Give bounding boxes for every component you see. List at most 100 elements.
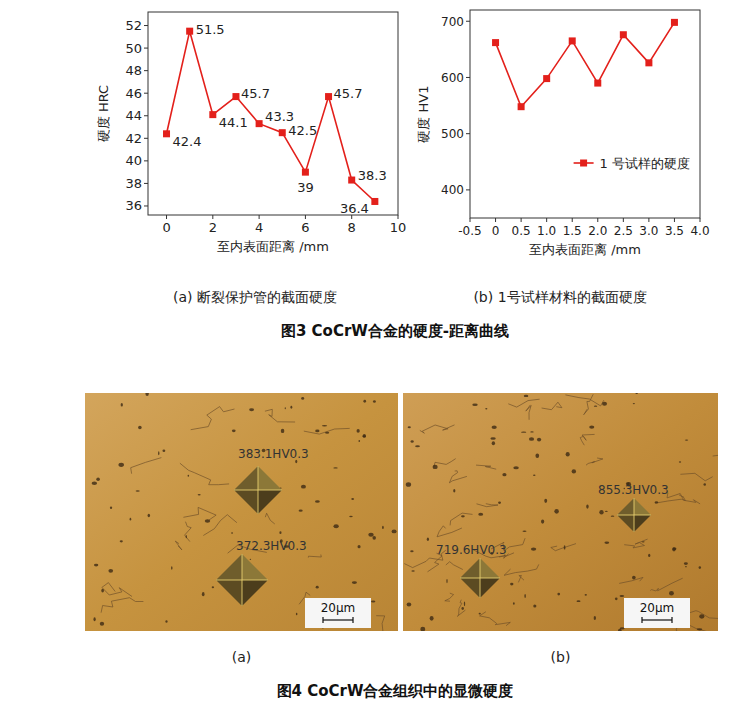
panel-label: (b) [551, 649, 571, 665]
grain-boundary [449, 471, 467, 483]
y-tick [466, 21, 470, 22]
pore [415, 445, 420, 447]
grain-boundary [175, 541, 182, 550]
y-tick [466, 133, 470, 134]
pore [94, 564, 98, 567]
y-tick-label: 52 [125, 18, 142, 33]
pore [358, 440, 360, 442]
grain-boundary [565, 395, 603, 406]
y-tick [144, 205, 148, 206]
grain-boundary [437, 526, 462, 537]
data-label: 44.1 [219, 115, 248, 130]
grain-boundary [185, 522, 192, 542]
series-line [496, 22, 675, 106]
y-axis-title: 硬度 HRC [96, 85, 111, 142]
data-point [569, 37, 576, 44]
grain-boundary [183, 507, 216, 520]
indent-face [617, 515, 634, 532]
data-point [348, 177, 355, 184]
data-label: 43.3 [265, 109, 294, 124]
grain-boundary [450, 513, 472, 525]
pore [684, 562, 688, 565]
pore [411, 440, 414, 442]
pore [232, 429, 236, 432]
pore [130, 518, 132, 521]
pore [642, 541, 645, 542]
x-tick [674, 218, 675, 222]
x-tick [305, 215, 306, 219]
grain-boundary [434, 459, 456, 467]
data-label: 51.5 [196, 22, 225, 37]
pore [205, 519, 210, 522]
indent-face [258, 490, 282, 514]
pore [636, 393, 638, 394]
micrograph-1: 855.3HV0.3719.6HV0.320μm(b) [403, 392, 724, 665]
pore [632, 576, 636, 580]
pore [427, 538, 429, 541]
grain-boundary [265, 513, 275, 524]
y-tick-label: 400 [441, 183, 464, 197]
pore [163, 449, 166, 452]
pore [392, 529, 397, 533]
data-label: 45.7 [334, 86, 363, 101]
grain-boundary [420, 425, 455, 433]
pore [513, 466, 518, 469]
pore [299, 510, 303, 512]
pore [363, 400, 366, 403]
indent-diagonal [480, 558, 481, 598]
pore [669, 591, 674, 595]
x-tick [623, 218, 624, 222]
pore [372, 536, 375, 540]
micrograph-0: 383.1HV0.3372.3HV0.320μm(a) [85, 392, 400, 665]
micrograph-ground [403, 393, 718, 631]
x-tick [648, 218, 649, 222]
pore [566, 452, 570, 456]
x-tick-label: 2 [209, 220, 217, 235]
chart-0: 3638404244464850520246810硬度 HRC至内表面距离 /m… [96, 12, 406, 305]
pore [524, 395, 529, 397]
grain-boundary [686, 611, 718, 626]
x-tick [700, 218, 701, 222]
legend-marker [580, 160, 587, 167]
pore [633, 403, 635, 404]
data-point [371, 198, 378, 205]
y-tick [144, 70, 148, 71]
pore [120, 540, 123, 542]
pore [685, 566, 687, 567]
data-group [163, 28, 378, 205]
grain-boundary [667, 493, 700, 504]
pore [557, 593, 560, 596]
pore [301, 397, 304, 400]
pore [594, 406, 597, 407]
grain-boundary [526, 405, 531, 420]
pore [138, 426, 142, 430]
pore [212, 586, 214, 588]
y-tick [144, 48, 148, 49]
y-tick [144, 25, 148, 26]
indent-face [634, 498, 651, 515]
pore [602, 402, 607, 406]
y-tick-label: 44 [125, 108, 142, 123]
x-tick-label: 1.0 [537, 224, 556, 238]
scale-bar-box [305, 598, 371, 628]
pore [554, 509, 559, 514]
x-tick-label: 2.5 [614, 224, 633, 238]
grain-boundary [131, 458, 162, 474]
chart-caption: (b) 1号试样材料的截面硬度 [473, 289, 646, 305]
pore [453, 489, 455, 492]
pore [530, 431, 533, 432]
pore [433, 465, 438, 469]
y-tick-label: 48 [125, 63, 142, 78]
data-point [325, 93, 332, 100]
pore [699, 566, 701, 569]
pore [533, 604, 536, 607]
grain-boundary [308, 555, 321, 558]
pore [703, 483, 706, 486]
pore [110, 506, 112, 509]
pore [615, 598, 618, 601]
pore [524, 594, 526, 598]
x-tick-label: 2.0 [588, 224, 607, 238]
pore [485, 408, 487, 409]
pore [461, 607, 463, 610]
grain-boundary [551, 544, 576, 551]
